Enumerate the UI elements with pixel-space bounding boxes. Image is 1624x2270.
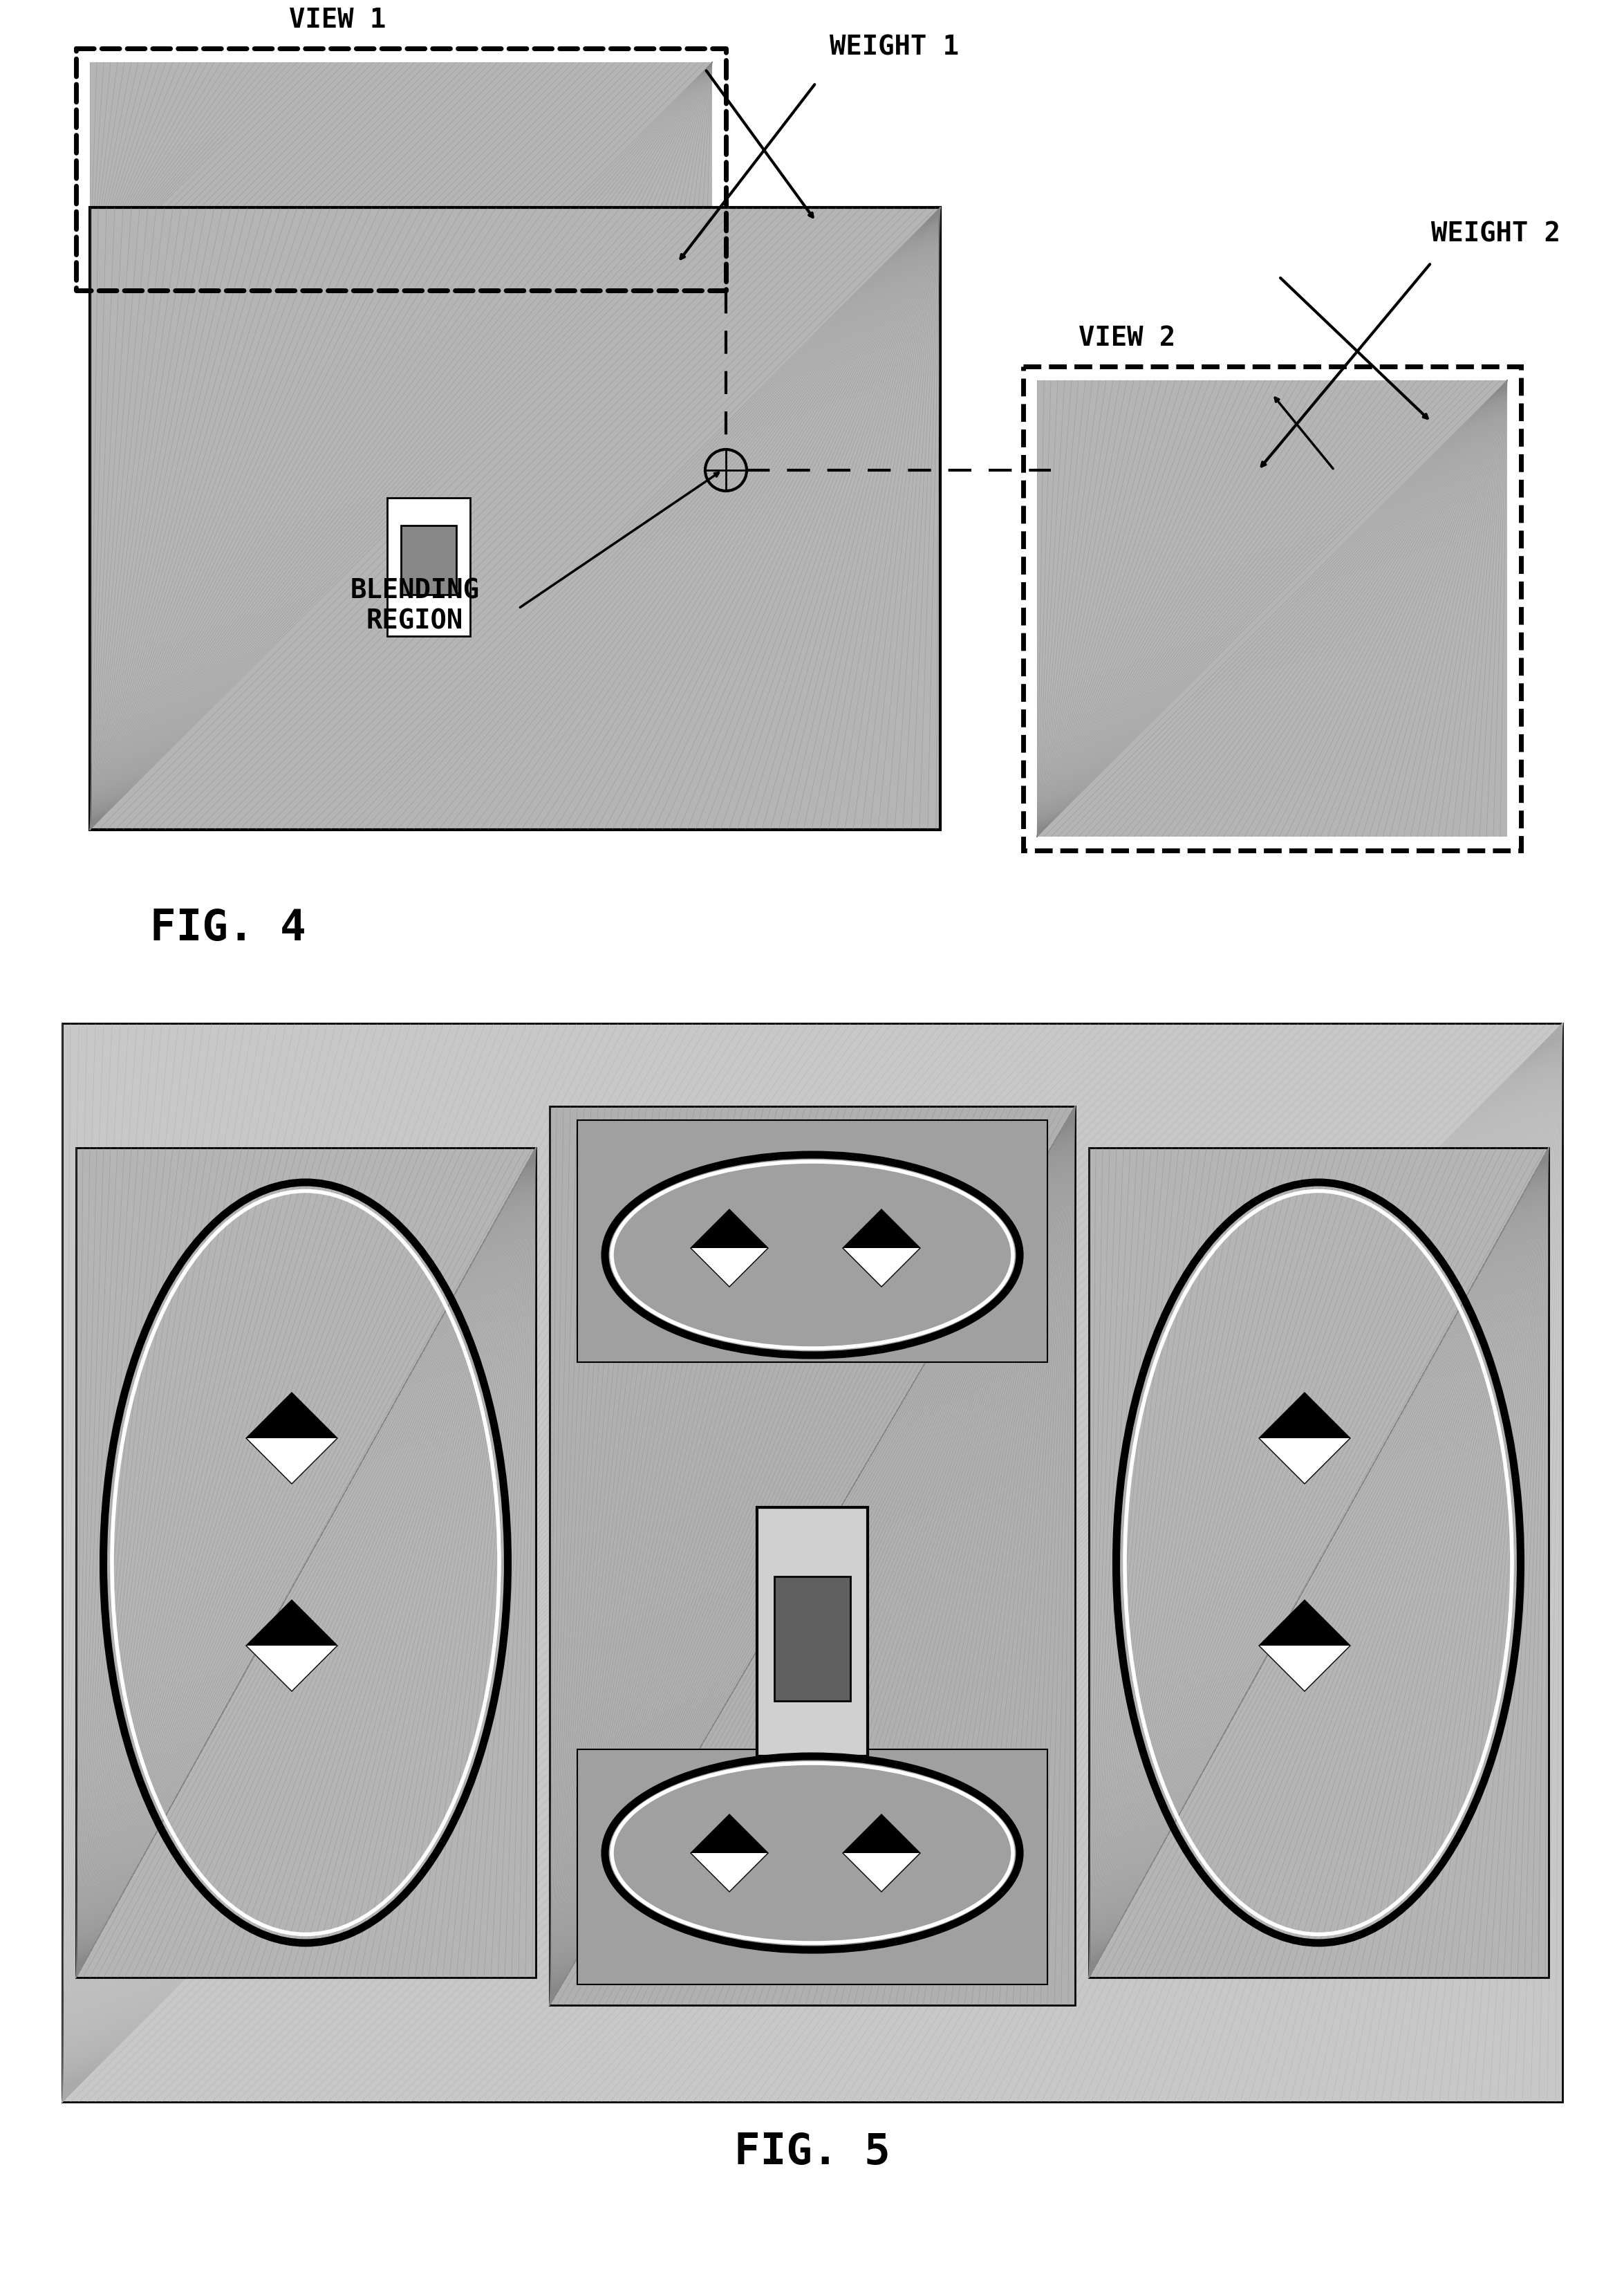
Polygon shape (247, 1646, 336, 1691)
Polygon shape (843, 1816, 919, 1891)
Polygon shape (247, 1600, 336, 1691)
Bar (549, 1105, 1075, 2004)
Polygon shape (1260, 1394, 1350, 1439)
Polygon shape (843, 1852, 919, 1891)
Bar (1038, 381, 1507, 838)
Polygon shape (692, 1852, 768, 1891)
Bar (62, 1024, 1562, 2102)
Text: VIEW 1: VIEW 1 (289, 7, 387, 34)
Text: WEIGHT 2: WEIGHT 2 (1431, 220, 1561, 247)
Bar (577, 1750, 1047, 1984)
Polygon shape (247, 1600, 336, 1646)
Text: BLENDING
REGION: BLENDING REGION (351, 579, 479, 636)
Polygon shape (1260, 1600, 1350, 1646)
Text: WEIGHT 1: WEIGHT 1 (830, 34, 958, 61)
Polygon shape (692, 1816, 768, 1852)
Bar (76, 48, 726, 291)
Polygon shape (843, 1210, 919, 1249)
Bar (76, 1149, 536, 1977)
Polygon shape (247, 1439, 336, 1482)
Bar (757, 1507, 867, 1757)
Polygon shape (1260, 1439, 1350, 1482)
Bar (401, 524, 456, 595)
Text: VIEW 2: VIEW 2 (1078, 325, 1176, 352)
Bar (1088, 1149, 1549, 1977)
Polygon shape (1260, 1600, 1350, 1691)
Polygon shape (843, 1210, 919, 1287)
Polygon shape (692, 1210, 768, 1249)
Bar (577, 1119, 1047, 1362)
Polygon shape (843, 1248, 919, 1287)
Bar (387, 497, 469, 636)
Bar (1023, 365, 1522, 851)
Bar (89, 61, 711, 277)
Bar (89, 207, 940, 831)
Polygon shape (692, 1248, 768, 1287)
Polygon shape (692, 1210, 768, 1287)
Polygon shape (1260, 1646, 1350, 1691)
Polygon shape (247, 1394, 336, 1439)
Polygon shape (843, 1816, 919, 1852)
Text: FIG. 5: FIG. 5 (734, 2132, 890, 2172)
Bar (775, 1575, 851, 1700)
Text: FIG. 4: FIG. 4 (149, 908, 307, 949)
Polygon shape (692, 1816, 768, 1891)
Polygon shape (247, 1394, 336, 1482)
Polygon shape (1260, 1394, 1350, 1482)
